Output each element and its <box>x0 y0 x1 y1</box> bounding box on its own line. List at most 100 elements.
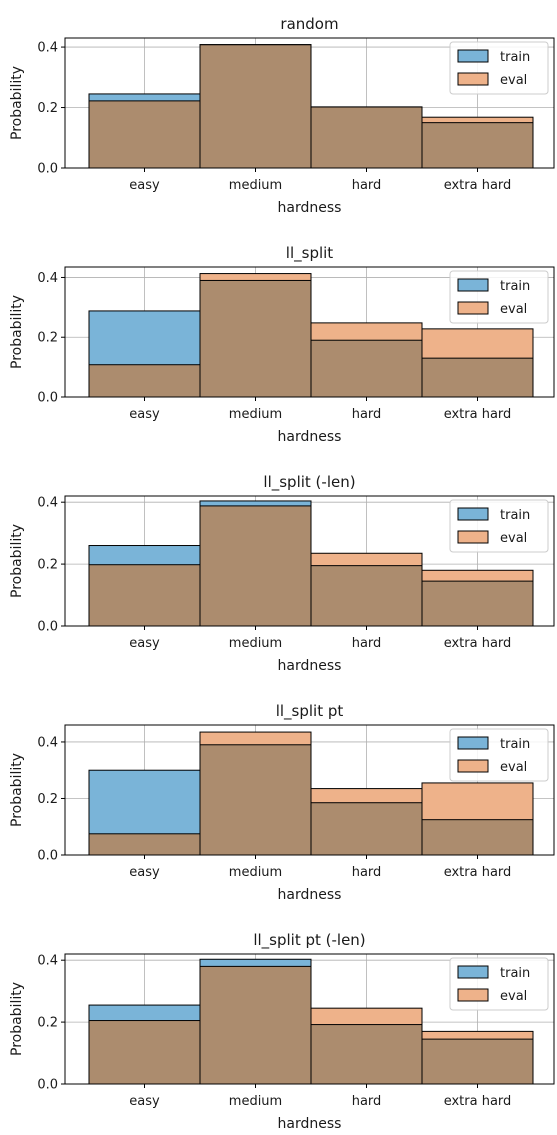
subplot-2: ll_split 0.0 0.2 0.4 easy medium hard extra har… <box>9 244 555 445</box>
overlap-bar <box>422 581 533 626</box>
eval-bar-excess <box>311 788 422 803</box>
overlap-bar <box>89 100 200 168</box>
legend-swatch-train <box>457 507 489 521</box>
eval-bar-excess <box>311 322 422 341</box>
plot-frame <box>64 495 555 627</box>
x-tick-label: hard <box>352 1094 382 1109</box>
legend-label: train <box>500 508 530 523</box>
overlap-bar <box>422 358 533 397</box>
y-tick-label: 0.0 <box>37 391 58 406</box>
legend-label: eval <box>500 73 527 88</box>
legend-swatch-eval <box>457 759 489 773</box>
overlap-bar <box>89 1020 200 1084</box>
y-axis-label: Probability <box>9 295 25 369</box>
plot-frame <box>64 37 555 169</box>
plot-frame <box>64 953 555 1085</box>
overlap-bar <box>422 819 533 855</box>
eval-bar-excess <box>422 570 533 582</box>
y-axis-label: Probability <box>9 982 25 1056</box>
legend-swatch-train <box>457 49 489 63</box>
x-axis-label: hardness <box>278 429 342 445</box>
y-tick-label: 0.2 <box>37 1016 58 1031</box>
x-tick-label: extra hard <box>444 407 512 422</box>
x-tick-label: medium <box>229 636 282 651</box>
chart-title: ll_split pt <box>276 702 344 721</box>
train-bar-excess <box>89 310 200 365</box>
legend-label: train <box>500 50 530 65</box>
y-tick-label: 0.2 <box>37 101 58 116</box>
legend-swatch-train <box>457 736 489 750</box>
x-tick-label: easy <box>129 1094 160 1109</box>
overlap-bar <box>311 340 422 397</box>
x-axis-label: hardness <box>278 1116 342 1132</box>
chart-title: ll_split pt (-len) <box>253 931 365 950</box>
eval-bar-excess <box>422 117 533 123</box>
y-tick-label: 0.0 <box>37 162 58 177</box>
train-bar-excess <box>200 959 311 967</box>
eval-bar-excess <box>311 553 422 566</box>
x-tick-label: hard <box>352 178 382 193</box>
legend: train eval <box>449 499 549 553</box>
x-tick-label: medium <box>229 1094 282 1109</box>
legend-label: eval <box>500 760 527 775</box>
chart-title: random <box>280 15 338 33</box>
legend-label: eval <box>500 531 527 546</box>
y-axis-label: Probability <box>9 66 25 140</box>
x-tick-label: easy <box>129 407 160 422</box>
overlap-bar <box>200 505 311 626</box>
overlap-bar <box>311 565 422 626</box>
x-tick-label: easy <box>129 865 160 880</box>
overlap-bar <box>311 802 422 855</box>
legend-swatch-eval <box>457 530 489 544</box>
overlap-bar <box>422 122 533 168</box>
y-tick-label: 0.2 <box>37 792 58 807</box>
y-axis-label: Probability <box>9 753 25 827</box>
x-tick-label: hard <box>352 636 382 651</box>
train-bar-excess <box>89 770 200 834</box>
x-axis-label: hardness <box>278 658 342 674</box>
y-tick-label: 0.2 <box>37 558 58 573</box>
train-bar-excess <box>89 93 200 101</box>
eval-bar-excess <box>200 732 311 745</box>
overlap-bar <box>200 44 311 168</box>
y-tick-label: 0.0 <box>37 620 58 635</box>
y-tick-label: 0.0 <box>37 1078 58 1093</box>
overlap-bar <box>422 1039 533 1084</box>
x-tick-label: medium <box>229 407 282 422</box>
y-tick-label: 0.4 <box>37 954 58 969</box>
overlap-bar <box>200 966 311 1084</box>
legend-label: train <box>500 966 530 981</box>
x-tick-label: extra hard <box>444 865 512 880</box>
subplot-5: ll_split pt (-len) 0.0 0.2 0.4 easy medium har… <box>9 931 555 1132</box>
y-tick-label: 0.4 <box>37 496 58 511</box>
chart-title: ll_split (-len) <box>263 473 355 492</box>
train-bar-excess <box>89 545 200 565</box>
overlap-bar <box>89 364 200 397</box>
eval-bar-excess <box>422 782 533 820</box>
x-tick-label: extra hard <box>444 1094 512 1109</box>
legend-swatch-train <box>457 278 489 292</box>
legend-swatch-eval <box>457 301 489 315</box>
chart-title: ll_split <box>286 244 334 263</box>
train-bar-excess <box>89 1005 200 1021</box>
x-axis-label: hardness <box>278 887 342 903</box>
legend: train eval <box>449 270 549 324</box>
x-tick-label: extra hard <box>444 178 512 193</box>
y-tick-label: 0.4 <box>37 735 58 750</box>
x-tick-label: extra hard <box>444 636 512 651</box>
subplot-4: ll_split pt 0.0 0.2 0.4 easy medium hard extra … <box>9 702 555 903</box>
overlap-bar <box>200 280 311 397</box>
legend: train eval <box>449 41 549 95</box>
x-tick-label: medium <box>229 865 282 880</box>
overlap-bar <box>89 564 200 626</box>
subplot-1: random 0.0 0.2 0.4 easy medium hard extra hard h… <box>9 15 555 216</box>
overlap-bar <box>311 1024 422 1084</box>
y-tick-label: 0.4 <box>37 271 58 286</box>
legend-label: eval <box>500 989 527 1004</box>
y-tick-label: 0.2 <box>37 331 58 346</box>
eval-bar-excess <box>422 1031 533 1040</box>
legend-label: train <box>500 279 530 294</box>
legend: train eval <box>449 728 549 782</box>
legend-swatch-eval <box>457 72 489 86</box>
legend-swatch-train <box>457 965 489 979</box>
